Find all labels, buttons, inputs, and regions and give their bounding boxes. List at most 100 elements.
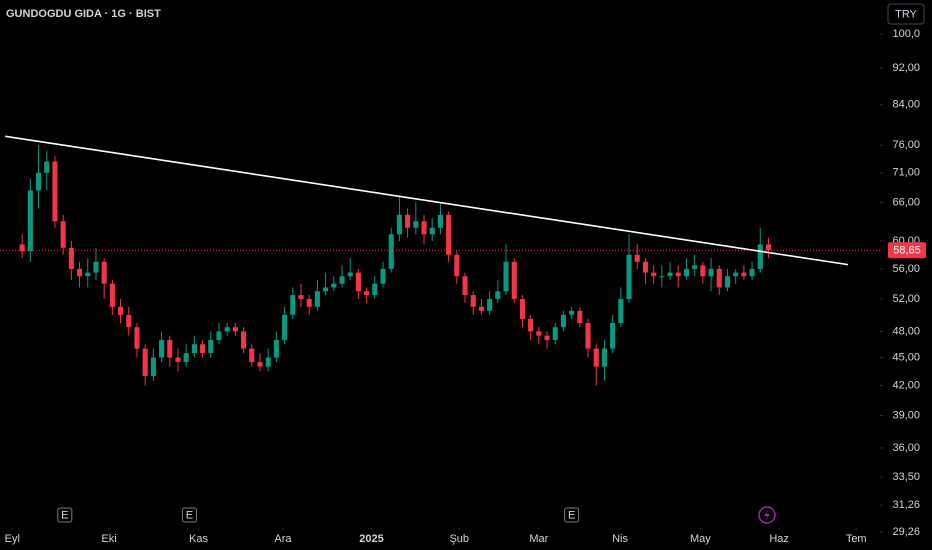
candle-body — [282, 314, 288, 340]
candle-body — [232, 327, 238, 332]
last-price-box — [888, 242, 926, 259]
candle-body — [265, 357, 271, 367]
candle-body — [19, 244, 25, 252]
candle-body — [692, 265, 698, 269]
candle-body — [306, 298, 312, 307]
candle-body — [191, 344, 197, 354]
candle-body — [183, 353, 189, 363]
x-tick-label: Nis — [612, 533, 628, 545]
event-label: E — [186, 509, 193, 521]
alert-circle[interactable] — [758, 506, 776, 524]
candle-body — [142, 348, 148, 376]
event-marker — [181, 507, 197, 523]
candle-body — [724, 276, 730, 288]
candle-body — [405, 214, 411, 228]
y-tick-label: 100,0 — [892, 28, 920, 40]
candle-body — [77, 268, 83, 277]
candle-body — [118, 306, 124, 315]
candle-body — [331, 283, 337, 288]
y-tick-label: 39,00 — [892, 409, 920, 421]
candle-body — [224, 327, 230, 332]
x-tick-label: Şub — [449, 533, 469, 545]
trendline — [5, 135, 849, 266]
candle-body — [429, 227, 435, 235]
candle-body — [93, 261, 99, 273]
candle-body — [44, 161, 50, 173]
candle-body — [577, 310, 583, 324]
candle-body — [749, 268, 755, 277]
candle-body — [569, 310, 575, 315]
candle-body — [454, 254, 460, 277]
y-tick-label: 56,00 — [892, 263, 920, 275]
candle-body — [708, 268, 714, 277]
candle-body — [396, 214, 402, 235]
candle-body — [101, 261, 107, 284]
chart-title: GUNDOGDU GIDA · 1G · BIST — [6, 8, 161, 20]
y-tick-label: 31,26 — [892, 499, 920, 511]
candle-body — [741, 272, 747, 277]
candle-body — [495, 291, 501, 299]
y-tick-label: 45,00 — [892, 351, 920, 363]
candle-body — [659, 276, 665, 278]
y-tick-label: 42,00 — [892, 379, 920, 391]
x-tick-label: May — [690, 533, 711, 545]
candle-body — [134, 327, 140, 349]
alert-bolt[interactable] — [764, 509, 770, 521]
candle-body — [150, 357, 156, 376]
event-marker — [57, 507, 73, 523]
x-tick-label: Haz — [769, 533, 789, 545]
x-tick-label: Eki — [101, 533, 116, 545]
candle-body — [249, 348, 255, 363]
candle-body — [273, 339, 279, 358]
candle-body — [52, 161, 58, 222]
candle-body — [642, 261, 648, 273]
candle-body — [380, 268, 386, 284]
candle-body — [470, 295, 476, 307]
candle-body — [478, 306, 484, 311]
candle-body — [626, 254, 632, 299]
candle-body — [552, 327, 558, 340]
candle-body — [68, 247, 74, 269]
y-tick-label: 71,00 — [892, 167, 920, 179]
candle-body — [700, 265, 706, 277]
candle-body — [765, 244, 772, 251]
candle-body — [634, 254, 640, 262]
currency-label[interactable]: TRY — [895, 8, 917, 20]
candle-body — [355, 272, 361, 292]
event-label: E — [568, 509, 575, 521]
candle-body — [528, 318, 534, 332]
y-tick-label: 52,00 — [892, 293, 920, 305]
event-label: E — [61, 509, 68, 521]
candle-body — [159, 339, 165, 358]
candle-body — [200, 344, 206, 354]
last-price-label: 58,65 — [893, 245, 921, 257]
alert-icon[interactable] — [758, 506, 776, 524]
candle-body — [651, 272, 657, 277]
y-tick-label: 36,00 — [892, 442, 920, 454]
candle-body — [339, 276, 345, 284]
candle-body — [109, 283, 115, 307]
candle-body — [675, 272, 681, 277]
candle-body — [757, 244, 763, 269]
candle-body — [314, 291, 320, 307]
x-tick-label: Kas — [189, 533, 208, 545]
event-marker — [564, 507, 580, 523]
candle-body — [618, 298, 624, 324]
y-tick-label: 48,00 — [892, 325, 920, 337]
x-tick-label: Tem — [846, 533, 867, 545]
candle-body — [437, 214, 443, 228]
candle-body — [487, 298, 493, 311]
candle-body — [241, 331, 247, 349]
y-tick-label: 33,50 — [892, 471, 920, 483]
candle-body — [610, 323, 616, 349]
candle-body — [683, 268, 689, 277]
candle-body — [372, 283, 378, 296]
x-tick-label: 2025 — [359, 533, 383, 545]
y-tick-label: 92,00 — [892, 62, 920, 74]
x-tick-label: Mar — [529, 533, 548, 545]
candle-body — [175, 357, 181, 363]
currency-button[interactable] — [887, 3, 925, 25]
candle-body — [446, 214, 452, 255]
